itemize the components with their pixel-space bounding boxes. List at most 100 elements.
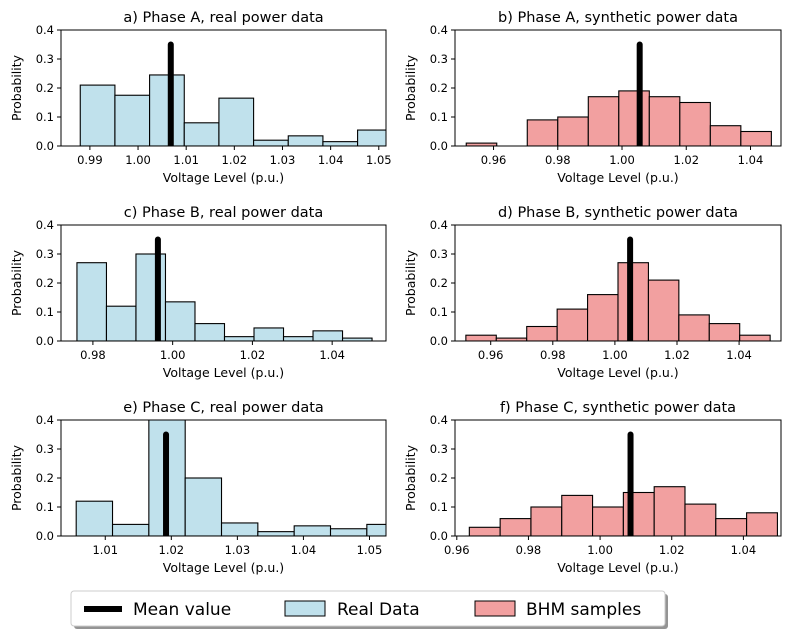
y-tick-label: 0.3 [36, 442, 54, 456]
plot-area [468, 431, 778, 536]
legend-box [70, 590, 666, 627]
y-tick-label: 0.0 [430, 139, 448, 153]
y-tick-label: 0.0 [36, 529, 54, 543]
y-tick-label: 0.4 [36, 413, 54, 427]
chart-title: c) Phase B, real power data [124, 205, 323, 221]
y-axis-label: Probability [403, 54, 418, 121]
histogram-bar [648, 96, 681, 146]
y-axis-label: Probability [9, 54, 24, 121]
histogram-bar [557, 116, 589, 146]
histogram-bar [253, 327, 285, 341]
plot-area [79, 41, 386, 146]
y-tick-label: 0.3 [430, 247, 448, 261]
x-axis-label: Voltage Level (p.u.) [163, 560, 284, 575]
histogram-bar [105, 305, 137, 341]
histogram-bar [618, 90, 650, 146]
y-tick-label: 0.4 [36, 23, 54, 37]
x-tick-label: 1.02 [673, 153, 699, 167]
y-tick-label: 0.1 [36, 500, 54, 514]
histogram-bar [253, 139, 289, 146]
histogram-bar [499, 518, 532, 536]
x-tick-label: 0.98 [540, 348, 566, 362]
histogram-bar [526, 119, 559, 146]
x-tick-label: 1.02 [222, 153, 248, 167]
y-tick-label: 0.0 [430, 529, 448, 543]
plot-area [75, 420, 386, 536]
x-tick-label: 1.03 [225, 543, 251, 557]
x-tick-label: 1.04 [738, 153, 764, 167]
histogram-bar [149, 74, 185, 146]
chart-title: a) Phase A, real power data [123, 10, 323, 26]
histogram-bar [678, 314, 710, 341]
legend-mean-label: Mean value [133, 600, 231, 620]
histogram-bar [530, 506, 563, 536]
histogram-bar [293, 525, 332, 536]
histogram-bar [220, 522, 259, 536]
y-tick-label: 0.0 [430, 334, 448, 348]
chart-panel-4: 0.96 0.98 1.00 1.02 1.04 0.0 0.1 0.2 0.3 0.4 d) Ph… [403, 205, 782, 380]
x-tick-label: 1.00 [160, 348, 186, 362]
histogram-bar [79, 84, 116, 146]
chart-panel-5: 1.01 1.02 1.03 1.04 1.05 0.0 0.1 0.2 0.3 0.4 e) Ph… [9, 400, 387, 575]
y-tick-label: 0.3 [36, 52, 54, 66]
chart-panel-6: 0.96 0.98 1.00 1.02 1.04 0.0 0.1 0.2 0.3 0.4 f) Ph… [403, 400, 782, 575]
histogram-bar [322, 141, 359, 146]
histogram-bar [329, 528, 368, 536]
y-tick-label: 0.1 [430, 110, 448, 124]
histogram-bar [679, 101, 711, 146]
histogram-bar [587, 294, 619, 341]
plot-area [76, 236, 373, 341]
y-tick-label: 0.1 [36, 305, 54, 319]
histogram-bar [183, 122, 220, 146]
histogram-bar [746, 512, 778, 536]
y-tick-label: 0.2 [36, 471, 54, 485]
histogram-bar [587, 96, 620, 146]
y-tick-label: 0.2 [430, 81, 448, 95]
y-axis-label: Probability [9, 444, 24, 511]
chart-title: d) Phase B, synthetic power data [498, 205, 738, 221]
histogram-bar [114, 94, 151, 146]
y-tick-label: 0.3 [430, 52, 448, 66]
histogram-bar [287, 135, 324, 146]
y-tick-label: 0.0 [36, 334, 54, 348]
legend-bhm-swatch [474, 600, 516, 617]
histogram-bar [366, 523, 386, 536]
x-tick-label: 1.02 [159, 543, 185, 557]
histogram-bar [184, 477, 223, 536]
histogram-bar [526, 325, 558, 341]
x-tick-label: 0.98 [80, 348, 106, 362]
histogram-bar [111, 523, 150, 536]
histogram-bar [312, 330, 344, 341]
histogram-bar [465, 334, 497, 341]
histogram-bar [223, 336, 255, 341]
histogram-bar [218, 97, 255, 146]
x-tick-label: 1.02 [659, 543, 685, 557]
x-tick-label: 1.02 [240, 348, 266, 362]
chart-panel-1: 0.99 1.00 1.01 1.02 1.03 1.04 1.05 0.0 0.1 0.2 0.3… [9, 10, 392, 185]
y-tick-label: 0.3 [36, 247, 54, 261]
x-tick-label: 1.01 [92, 543, 118, 557]
y-tick-label: 0.4 [430, 218, 448, 232]
y-axis-label: Probability [403, 444, 418, 511]
x-tick-label: 1.00 [125, 153, 151, 167]
x-axis-label: Voltage Level (p.u.) [557, 560, 678, 575]
x-axis-label: Voltage Level (p.u.) [163, 365, 284, 380]
histogram-bar [257, 531, 295, 536]
histogram-bar [135, 253, 167, 341]
chart-panel-3: 0.98 1.00 1.02 1.04 0.0 0.1 0.2 0.3 0.4 c) Phase … [9, 205, 387, 380]
histogram-bar [739, 334, 771, 341]
histogram-bar [357, 129, 386, 146]
histogram-bar [740, 130, 772, 146]
x-tick-label: 1.00 [609, 153, 635, 167]
x-tick-label: 1.02 [664, 348, 690, 362]
histogram-bar [194, 323, 226, 341]
histogram-bar [709, 125, 742, 146]
histogram-bar [653, 486, 686, 536]
histogram-bar [561, 494, 594, 536]
x-tick-label: 1.04 [731, 543, 757, 557]
x-tick-label: 1.04 [318, 153, 344, 167]
histogram-bar [75, 500, 114, 536]
x-tick-label: 0.99 [77, 153, 103, 167]
legend-real-label: Real Data [337, 600, 420, 620]
plot-area [465, 41, 772, 146]
